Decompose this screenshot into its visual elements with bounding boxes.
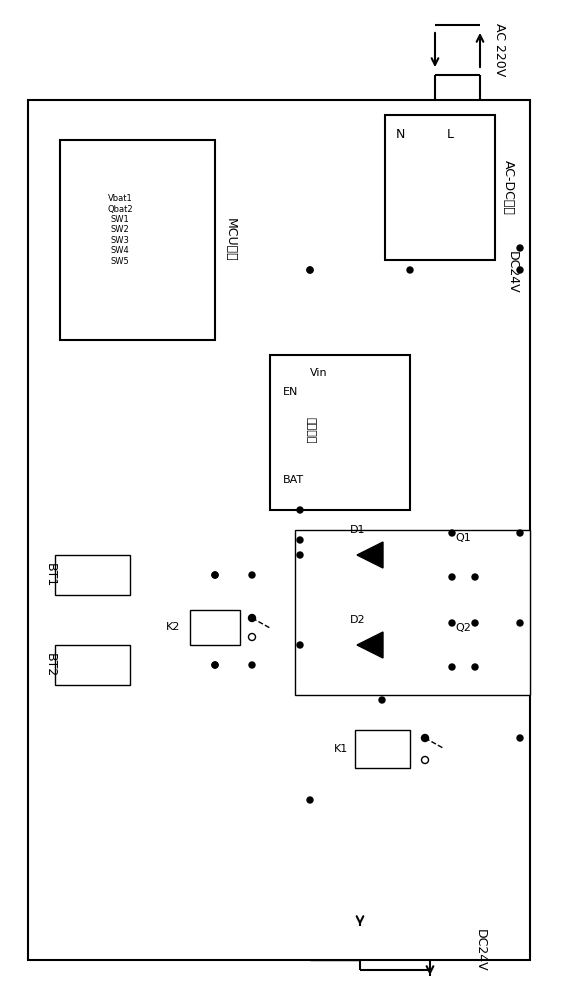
Circle shape [297, 552, 303, 558]
Text: DC24V: DC24V [506, 251, 519, 293]
Circle shape [249, 572, 255, 578]
Bar [55, 645, 130, 685]
Bar [270, 355, 410, 510]
Circle shape [517, 620, 523, 626]
Text: Vin: Vin [310, 368, 328, 378]
Circle shape [212, 572, 218, 578]
Circle shape [297, 642, 303, 648]
Circle shape [248, 614, 256, 621]
Circle shape [407, 267, 413, 273]
Circle shape [212, 662, 218, 668]
Circle shape [449, 620, 455, 626]
Circle shape [517, 267, 523, 273]
Circle shape [472, 664, 478, 670]
Circle shape [472, 620, 478, 626]
Text: N: N [395, 128, 405, 141]
Circle shape [517, 735, 523, 741]
Circle shape [379, 697, 385, 703]
Bar [355, 730, 410, 768]
Circle shape [422, 734, 428, 742]
Circle shape [297, 507, 303, 513]
Text: Q2: Q2 [455, 623, 471, 633]
Bar [385, 115, 495, 260]
Circle shape [449, 574, 455, 580]
Circle shape [449, 530, 455, 536]
Text: K2: K2 [166, 622, 180, 632]
Circle shape [307, 267, 313, 273]
Polygon shape [357, 632, 383, 658]
Circle shape [249, 662, 255, 668]
Circle shape [307, 267, 313, 273]
Circle shape [517, 245, 523, 251]
Text: AC 220V: AC 220V [494, 23, 507, 77]
Text: EN: EN [283, 387, 298, 397]
Text: Q1: Q1 [455, 533, 471, 543]
Text: AC-DC电源: AC-DC电源 [502, 160, 515, 214]
Bar [60, 140, 215, 340]
Text: BT1: BT1 [43, 563, 56, 587]
Bar [28, 100, 530, 960]
Circle shape [472, 574, 478, 580]
Circle shape [297, 537, 303, 543]
Bar [295, 530, 530, 695]
Text: D1: D1 [350, 525, 366, 535]
Text: D2: D2 [350, 615, 366, 625]
Text: K1: K1 [334, 744, 348, 754]
Polygon shape [357, 542, 383, 568]
Bar [190, 610, 240, 645]
Text: MCU芯片: MCU芯片 [224, 218, 236, 262]
Circle shape [212, 572, 218, 578]
Text: BAT: BAT [283, 475, 304, 485]
Circle shape [212, 662, 218, 668]
Circle shape [517, 530, 523, 536]
Text: DC24V: DC24V [473, 929, 486, 971]
Text: Vbat1
Qbat2
SW1
SW2
SW3
SW4
SW5: Vbat1 Qbat2 SW1 SW2 SW3 SW4 SW5 [107, 194, 133, 266]
Text: L: L [446, 128, 454, 141]
Circle shape [449, 664, 455, 670]
Circle shape [307, 797, 313, 803]
Bar [55, 555, 130, 595]
Text: 充电模块: 充电模块 [305, 417, 315, 443]
Text: BT2: BT2 [43, 653, 56, 677]
